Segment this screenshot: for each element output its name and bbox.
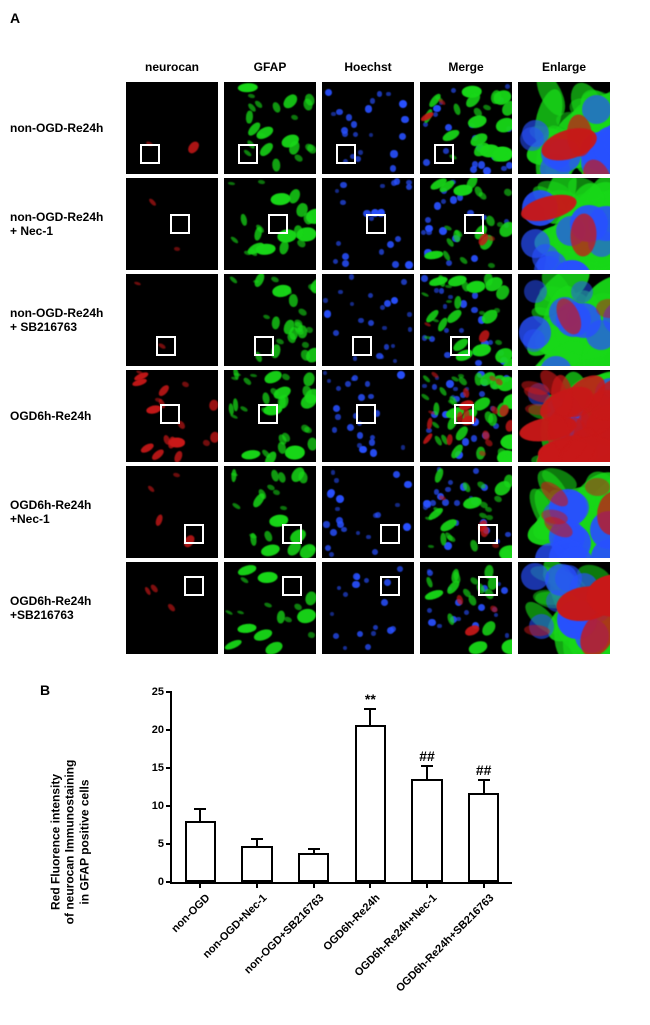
micrograph-cell [518, 466, 610, 558]
y-tick-label: 0 [142, 876, 164, 888]
row-label: non-OGD-Re24h+ SB216763 [10, 306, 120, 335]
micrograph-cell [126, 82, 218, 174]
micrograph-cell [322, 178, 414, 270]
roi-box [184, 524, 204, 544]
bar-chart: Red Fluorence intensity of neurocan Immu… [110, 682, 530, 1002]
roi-box [478, 576, 498, 596]
micrograph-cell [224, 274, 316, 366]
micrograph-cell [518, 274, 610, 366]
micrograph-cell [126, 466, 218, 558]
x-category-label: non-OGD [170, 892, 213, 935]
roi-box [160, 404, 180, 424]
x-category-label: OGD6h-Re24h [322, 892, 383, 953]
micrograph-cell [224, 370, 316, 462]
micrograph-cell [126, 370, 218, 462]
roi-box [356, 404, 376, 424]
significance-marker: ** [365, 691, 376, 707]
row-label: OGD6h-Re24h [10, 409, 120, 423]
y-tick-label: 15 [142, 762, 164, 774]
roi-box [434, 144, 454, 164]
roi-box [450, 336, 470, 356]
row-label: non-OGD-Re24h+ Nec-1 [10, 210, 120, 239]
column-header: neurocan [126, 60, 218, 78]
micrograph-cell [224, 562, 316, 654]
roi-box [380, 576, 400, 596]
micrograph-cell [126, 562, 218, 654]
bar [468, 793, 499, 882]
panel-a-grid: neurocan GFAP Hoechst Merge Enlarge non-OGD-R… [10, 60, 640, 654]
roi-box [464, 214, 484, 234]
micrograph-cell [126, 274, 218, 366]
significance-marker: ## [476, 762, 492, 778]
row-label: OGD6h-Re24h+SB216763 [10, 594, 120, 623]
column-header: GFAP [224, 60, 316, 78]
roi-box [366, 214, 386, 234]
micrograph-cell [420, 370, 512, 462]
panel-a-label: A [10, 10, 20, 26]
bar [298, 853, 329, 882]
micrograph-cell [224, 82, 316, 174]
panel-b: B Red Fluorence intensity of neurocan Im… [40, 682, 640, 1002]
column-header: Enlarge [518, 60, 610, 78]
panel-b-label: B [40, 682, 80, 698]
roi-box [478, 524, 498, 544]
micrograph-cell [126, 178, 218, 270]
micrograph-cell [518, 82, 610, 174]
micrograph-cell [322, 274, 414, 366]
row-label: non-OGD-Re24h [10, 121, 120, 135]
micrograph-cell [420, 178, 512, 270]
x-category-label: OGD6h-Re24h+SB216763 [394, 892, 497, 995]
y-axis-label: Red Fluorence intensity of neurocan Immu… [48, 760, 91, 925]
roi-box [282, 524, 302, 544]
bar [241, 846, 272, 882]
micrograph-cell [224, 178, 316, 270]
micrograph-cell [518, 562, 610, 654]
roi-box [268, 214, 288, 234]
panel-a: A [10, 10, 640, 30]
roi-box [336, 144, 356, 164]
micrograph-cell [322, 82, 414, 174]
bar [355, 725, 386, 882]
micrograph-cell [322, 466, 414, 558]
y-tick-label: 5 [142, 838, 164, 850]
bar [185, 821, 216, 882]
y-tick-label: 20 [142, 724, 164, 736]
roi-box [258, 404, 278, 424]
roi-box [380, 524, 400, 544]
bar [411, 779, 442, 882]
micrograph-cell [322, 562, 414, 654]
micrograph-cell [420, 466, 512, 558]
column-header: Merge [420, 60, 512, 78]
micrograph-cell [224, 466, 316, 558]
micrograph-cell [420, 562, 512, 654]
micrograph-cell [518, 178, 610, 270]
roi-box [238, 144, 258, 164]
roi-box [184, 576, 204, 596]
roi-box [282, 576, 302, 596]
y-tick-label: 10 [142, 800, 164, 812]
column-header: Hoechst [322, 60, 414, 78]
roi-box [140, 144, 160, 164]
micrograph-cell [420, 274, 512, 366]
micrograph-cell [322, 370, 414, 462]
plot-area: 0510152025non-OGDnon-OGD+Nec-1non-OGD+SB… [170, 692, 512, 884]
row-label: OGD6h-Re24h+Nec-1 [10, 498, 120, 527]
micrograph-cell [518, 370, 610, 462]
significance-marker: ## [419, 748, 435, 764]
roi-box [454, 404, 474, 424]
micrograph-cell [420, 82, 512, 174]
roi-box [352, 336, 372, 356]
roi-box [254, 336, 274, 356]
y-tick-label: 25 [142, 686, 164, 698]
roi-box [170, 214, 190, 234]
roi-box [156, 336, 176, 356]
